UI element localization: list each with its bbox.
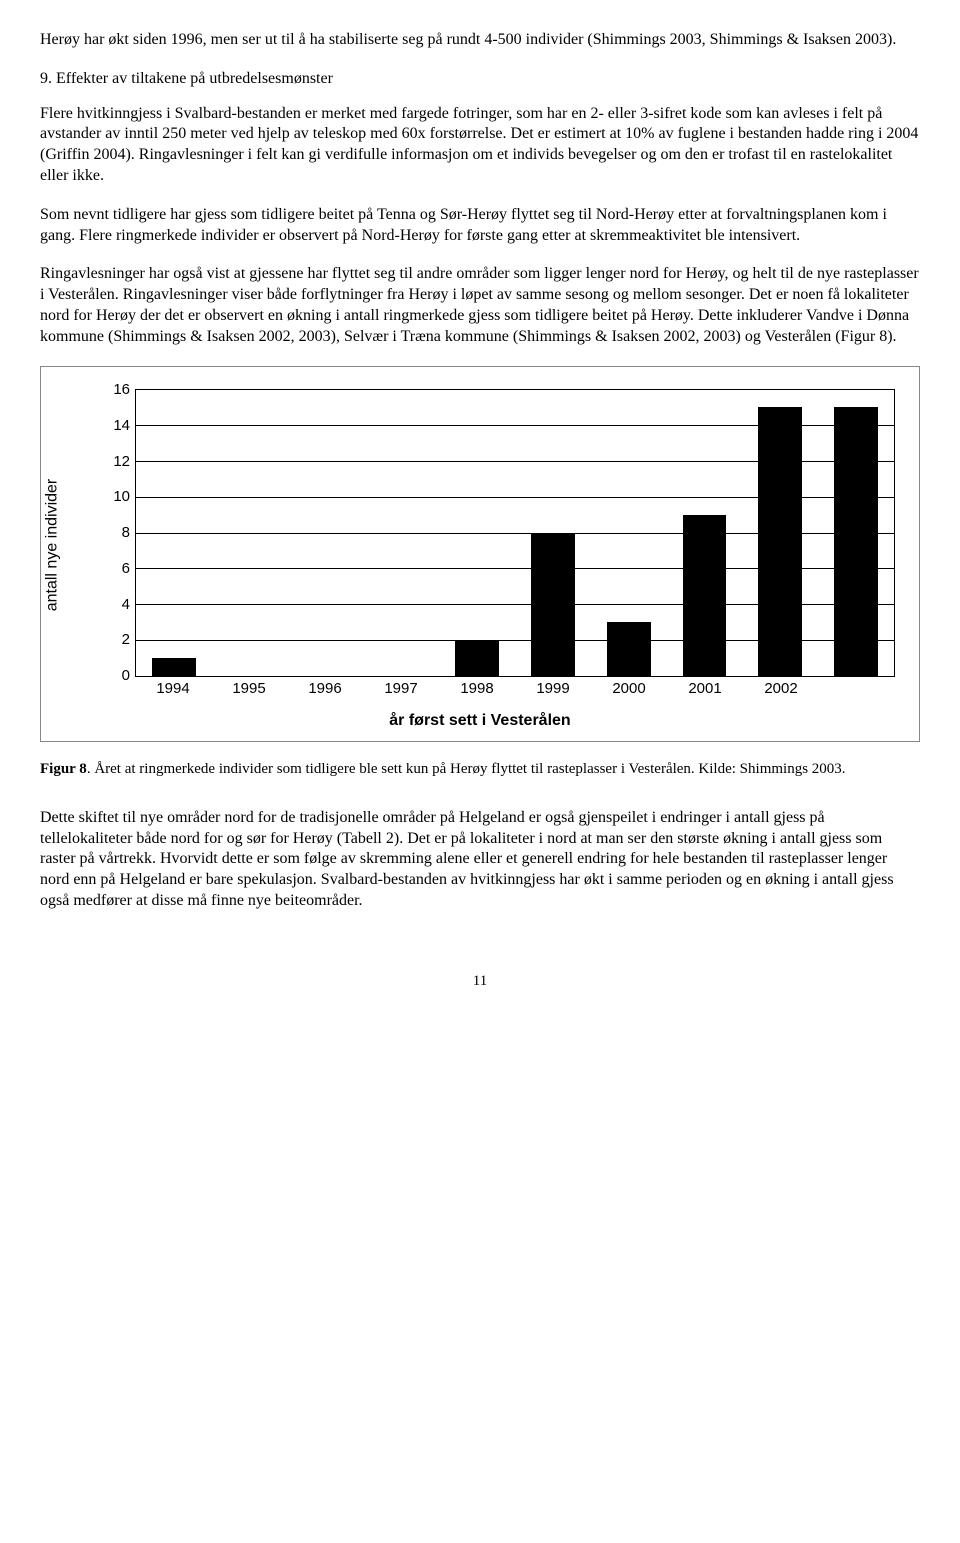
intro-paragraph: Herøy har økt siden 1996, men ser ut til… (40, 30, 920, 51)
body-paragraph-3: Ringavlesninger har også vist at gjessen… (40, 264, 920, 347)
caption-text: . Året at ringmerkede individer som tidl… (87, 761, 846, 777)
y-tick-label: 6 (122, 559, 136, 579)
x-tick-label: 1994 (156, 679, 189, 699)
bar (455, 640, 499, 676)
section-title: 9. Effekter av tiltakene på utbredelsesm… (40, 69, 920, 90)
caption-label: Figur 8 (40, 761, 87, 777)
y-tick-label: 16 (113, 380, 136, 400)
x-tick-label: 1999 (536, 679, 569, 699)
figure-8-caption: Figur 8. Året at ringmerkede individer s… (40, 760, 920, 780)
y-tick-label: 2 (122, 630, 136, 650)
x-tick-label: 1998 (460, 679, 493, 699)
body-paragraph-1: Flere hvitkinngjess i Svalbard-bestanden… (40, 104, 920, 187)
figure-8-chart: antall nye individer 0246810121416 19941… (40, 366, 920, 743)
y-tick-label: 10 (113, 487, 136, 507)
x-tick-label: 1995 (232, 679, 265, 699)
y-axis-label: antall nye individer (43, 478, 64, 611)
bar (607, 622, 651, 676)
x-tick-label: 2002 (764, 679, 797, 699)
plot-area: 0246810121416 (135, 389, 895, 677)
y-tick-label: 4 (122, 594, 136, 614)
y-tick-label: 0 (122, 666, 136, 686)
bar (152, 658, 196, 676)
x-axis-label: år først sett i Vesterålen (51, 711, 909, 732)
y-tick-label: 12 (113, 451, 136, 471)
body-paragraph-4: Dette skiftet til nye områder nord for d… (40, 808, 920, 912)
y-tick-label: 8 (122, 523, 136, 543)
body-paragraph-2: Som nevnt tidligere har gjess som tidlig… (40, 205, 920, 247)
x-tick-label: 2001 (688, 679, 721, 699)
y-tick-label: 14 (113, 416, 136, 436)
x-tick-label: 1997 (384, 679, 417, 699)
x-tick-row: 1994 1995 1996 1997 1998 1999 2000 2001 2002 (135, 679, 895, 699)
bar (834, 407, 878, 675)
bar (531, 533, 575, 676)
page-number: 11 (40, 972, 920, 992)
x-tick-label: 2000 (612, 679, 645, 699)
bar (758, 407, 802, 675)
bar (683, 515, 727, 676)
x-tick-label: 1996 (308, 679, 341, 699)
